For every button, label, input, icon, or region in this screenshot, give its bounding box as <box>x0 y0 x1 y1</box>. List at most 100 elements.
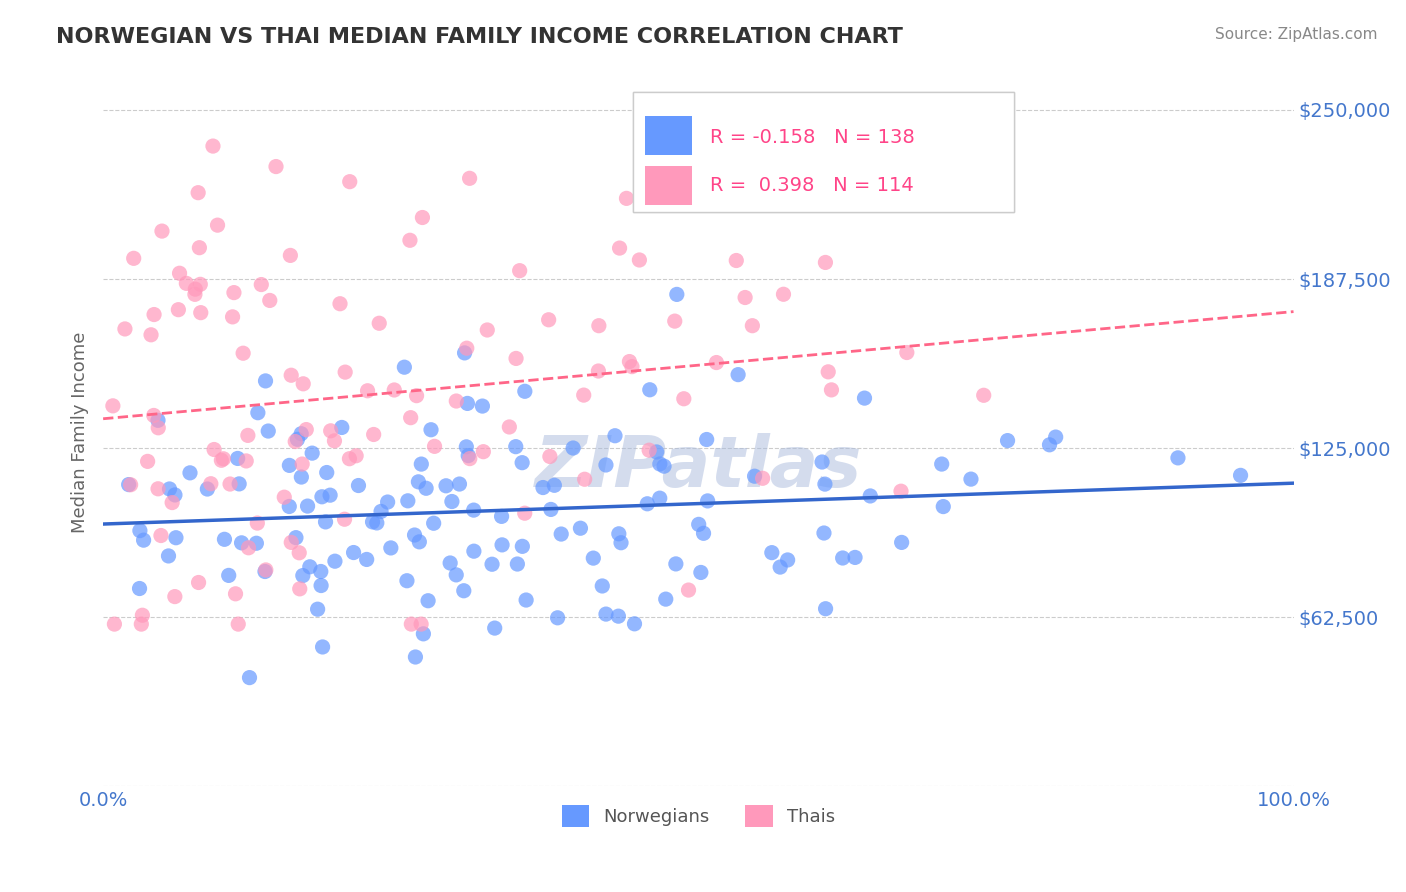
Thais <box>131 608 153 623</box>
Thais <box>280 368 302 383</box>
Norwegians <box>165 531 187 545</box>
Thais <box>187 186 209 200</box>
Norwegians <box>330 420 353 434</box>
Norwegians <box>1167 450 1189 465</box>
Thais <box>169 266 191 280</box>
Thais <box>477 323 499 337</box>
Thais <box>103 617 125 632</box>
Thais <box>814 255 837 269</box>
Norwegians <box>550 527 572 541</box>
Norwegians <box>607 526 630 541</box>
Thais <box>188 277 211 292</box>
Norwegians <box>623 616 645 631</box>
Thais <box>458 171 481 186</box>
Norwegians <box>311 640 333 654</box>
Thais <box>706 355 728 369</box>
Thais <box>259 293 281 308</box>
Thais <box>368 316 391 330</box>
Norwegians <box>481 558 503 572</box>
Norwegians <box>484 621 506 635</box>
Thais <box>226 617 249 632</box>
FancyBboxPatch shape <box>645 166 692 205</box>
Thais <box>167 302 190 317</box>
Norwegians <box>453 583 475 598</box>
Norwegians <box>395 574 418 588</box>
Norwegians <box>456 396 478 410</box>
Thais <box>817 365 839 379</box>
Thais <box>114 322 136 336</box>
Legend: Norwegians, Thais: Norwegians, Thais <box>554 797 842 834</box>
Norwegians <box>214 533 236 547</box>
Norwegians <box>195 482 218 496</box>
Thais <box>246 516 269 530</box>
Thais <box>513 506 536 520</box>
Norwegians <box>776 553 799 567</box>
Thais <box>120 477 142 491</box>
Thais <box>139 327 162 342</box>
Norwegians <box>440 494 463 508</box>
Norwegians <box>408 475 430 489</box>
Thais <box>148 421 170 435</box>
Norwegians <box>655 592 678 607</box>
Thais <box>401 617 423 632</box>
Norwegians <box>814 477 837 491</box>
Norwegians <box>607 609 630 624</box>
Norwegians <box>811 455 834 469</box>
Norwegians <box>547 611 569 625</box>
Thais <box>209 453 232 467</box>
Thais <box>235 454 257 468</box>
Thais <box>751 471 773 485</box>
Norwegians <box>853 391 876 405</box>
Thais <box>620 359 643 374</box>
Thais <box>280 248 302 262</box>
Thais <box>264 160 287 174</box>
Norwegians <box>569 521 592 535</box>
FancyBboxPatch shape <box>633 92 1014 212</box>
Thais <box>509 263 531 277</box>
Norwegians <box>457 449 479 463</box>
Norwegians <box>253 565 276 579</box>
Thais <box>537 312 560 326</box>
Norwegians <box>257 424 280 438</box>
Thais <box>574 472 596 486</box>
Thais <box>190 306 212 320</box>
Norwegians <box>404 650 426 665</box>
Norwegians <box>727 368 749 382</box>
Thais <box>219 477 242 491</box>
Norwegians <box>439 556 461 570</box>
Thais <box>399 410 422 425</box>
Norwegians <box>307 602 329 616</box>
FancyBboxPatch shape <box>645 117 692 155</box>
Thais <box>672 392 695 406</box>
Norwegians <box>366 516 388 530</box>
Thais <box>232 346 254 360</box>
Norwegians <box>157 549 180 563</box>
Norwegians <box>540 502 562 516</box>
Norwegians <box>453 346 475 360</box>
Norwegians <box>814 601 837 615</box>
Norwegians <box>291 568 314 582</box>
Thais <box>772 287 794 301</box>
Norwegians <box>394 360 416 375</box>
Thais <box>207 218 229 232</box>
Thais <box>505 351 527 366</box>
Norwegians <box>491 509 513 524</box>
Norwegians <box>591 579 613 593</box>
Norwegians <box>434 479 457 493</box>
Norwegians <box>844 550 866 565</box>
Text: Source: ZipAtlas.com: Source: ZipAtlas.com <box>1215 27 1378 42</box>
Norwegians <box>128 524 150 538</box>
Thais <box>150 224 173 238</box>
Thais <box>344 449 367 463</box>
Thais <box>146 482 169 496</box>
Norwegians <box>377 495 399 509</box>
Norwegians <box>420 423 443 437</box>
Thais <box>820 383 842 397</box>
Thais <box>254 563 277 577</box>
Norwegians <box>636 497 658 511</box>
Norwegians <box>411 457 433 471</box>
Norwegians <box>859 489 882 503</box>
Norwegians <box>146 413 169 427</box>
Norwegians <box>595 607 617 621</box>
Norwegians <box>1045 430 1067 444</box>
